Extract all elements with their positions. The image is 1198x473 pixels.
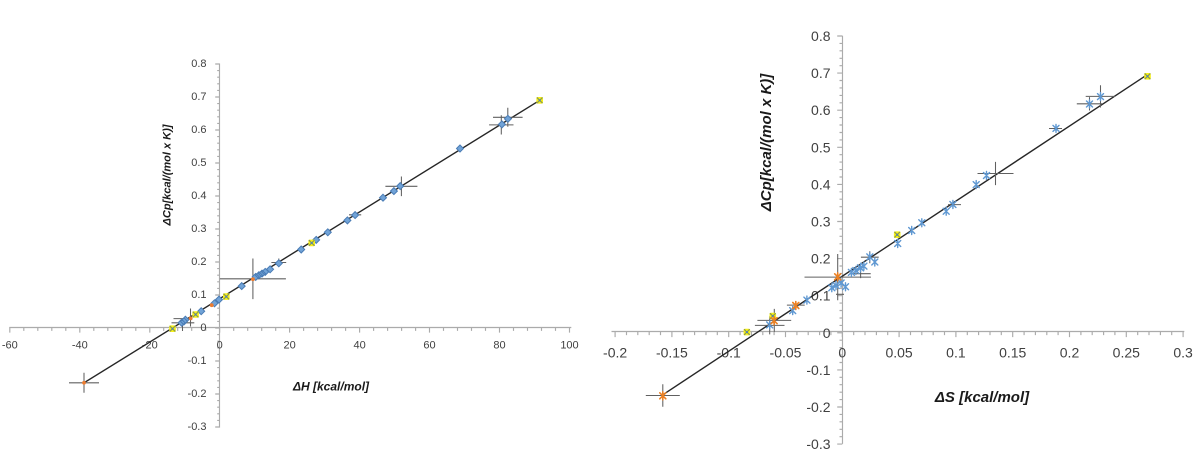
svg-text:0.8: 0.8: [811, 28, 831, 44]
svg-text:100: 100: [560, 340, 578, 352]
svg-text:0.7: 0.7: [811, 65, 831, 81]
svg-text:-20: -20: [142, 340, 158, 352]
svg-text:0.6: 0.6: [811, 102, 831, 118]
svg-text:0.1: 0.1: [811, 288, 831, 304]
svg-text:-0.3: -0.3: [806, 436, 830, 452]
svg-text:-40: -40: [72, 340, 88, 352]
svg-text:0: 0: [838, 344, 846, 360]
svg-text:40: 40: [353, 340, 365, 352]
svg-text:ΔH [kcal/mol]: ΔH [kcal/mol]: [292, 380, 370, 394]
svg-text:0.1: 0.1: [946, 344, 966, 360]
svg-text:-0.2: -0.2: [806, 399, 830, 415]
svg-text:0: 0: [823, 325, 831, 341]
svg-text:-0.3: -0.3: [188, 421, 207, 433]
svg-text:0.3: 0.3: [811, 214, 831, 230]
svg-text:0.05: 0.05: [885, 344, 912, 360]
svg-text:60: 60: [423, 340, 435, 352]
svg-text:-0.05: -0.05: [770, 344, 802, 360]
svg-text:0.2: 0.2: [811, 251, 831, 267]
svg-text:0.3: 0.3: [1173, 344, 1193, 360]
svg-text:0.2: 0.2: [191, 256, 206, 268]
svg-text:0.7: 0.7: [191, 91, 206, 103]
svg-text:-0.1: -0.1: [717, 344, 741, 360]
svg-text:0.25: 0.25: [1113, 344, 1140, 360]
svg-text:-0.2: -0.2: [603, 344, 627, 360]
svg-text:20: 20: [283, 340, 295, 352]
svg-text:0.2: 0.2: [1060, 344, 1080, 360]
svg-text:0: 0: [217, 340, 223, 352]
svg-text:ΔCp[kcal/(mol x K)]: ΔCp[kcal/(mol x K)]: [162, 124, 174, 226]
svg-text:-60: -60: [2, 340, 18, 352]
svg-text:0.5: 0.5: [811, 139, 831, 155]
svg-text:0.15: 0.15: [999, 344, 1026, 360]
svg-text:-0.1: -0.1: [806, 362, 830, 378]
svg-text:0.8: 0.8: [191, 58, 206, 70]
svg-text:-0.1: -0.1: [188, 355, 207, 367]
svg-text:-0.15: -0.15: [656, 344, 688, 360]
svg-text:0: 0: [200, 322, 206, 334]
svg-text:-0.2: -0.2: [188, 388, 207, 400]
svg-text:0.3: 0.3: [191, 223, 206, 235]
svg-text:80: 80: [493, 340, 505, 352]
svg-text:0.1: 0.1: [191, 289, 206, 301]
svg-text:ΔCp[kcal/(mol x K)]: ΔCp[kcal/(mol x K)]: [758, 73, 775, 213]
svg-text:0.5: 0.5: [191, 157, 206, 169]
svg-text:0.4: 0.4: [191, 190, 206, 202]
svg-text:0.4: 0.4: [811, 176, 831, 192]
svg-text:0.6: 0.6: [191, 124, 206, 136]
svg-text:ΔS [kcal/mol]: ΔS [kcal/mol]: [934, 389, 1030, 406]
